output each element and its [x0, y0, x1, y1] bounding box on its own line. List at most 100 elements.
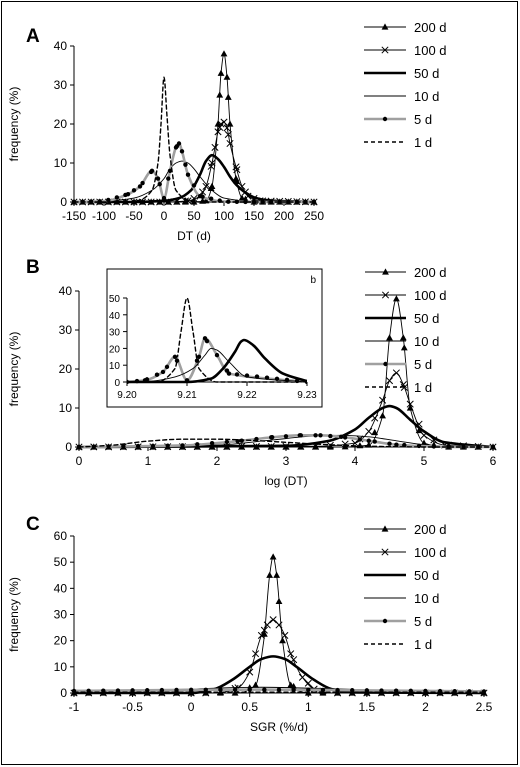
panel-b-inset-series-10d [127, 347, 307, 383]
panel-b-y-axis-label: frequency (%) [7, 332, 21, 407]
panel-a-point-5d-dot-marker [106, 197, 111, 203]
panel-b-y-tick-label: 10 [59, 401, 73, 415]
panel-a-line-50d [72, 153, 316, 204]
panel-a-series-50d [72, 153, 316, 204]
panel-b-legend-cross-marker [381, 291, 390, 299]
panel-a-y-tick-label: 10 [54, 156, 68, 170]
panel-b-inset-series-1d [127, 297, 307, 383]
panel-a-point-5d-dot-marker [176, 141, 182, 146]
panel-c-x-tick-label: 1.5 [359, 700, 376, 714]
panel-b-point-100d-cross-marker [385, 377, 394, 385]
panel-b-x-axis-label: log (DT) [264, 474, 307, 488]
panel-c-point-5d-dot-marker [306, 687, 311, 693]
panel-a-x-tick-label: 150 [244, 209, 264, 223]
panel-b-inset-point-5d-dot-marker [172, 354, 178, 359]
panel-a: A 0 10 20 30 40 -150 -100 -50 0 50 100 150 200 250 DT (… [7, 20, 447, 243]
panel-a-y-axis-label: frequency (%) [7, 87, 21, 162]
panel-a-x-tick-label: 200 [274, 209, 294, 223]
panel-a-y-tick-label: 40 [54, 39, 68, 53]
panel-b-point-100d-cross-marker [379, 396, 387, 404]
panel-b-point-5d-dot-marker [372, 439, 377, 444]
panel-b-point-5d-dot-marker [387, 441, 392, 446]
panel-a-legend-triangle-marker [381, 23, 389, 30]
panel-a-line-5d [72, 142, 316, 204]
panel-b-y-tick-label: 20 [59, 362, 73, 376]
panel-a-point-100d-cross-marker [202, 182, 210, 190]
panel-a-point-5d-dot-marker [137, 184, 143, 189]
panel-b-inset: b 0 10 20 30 40 50 9.20 9.21 9.22 9.23 [106, 268, 323, 408]
panel-c-point-200d-triangle-marker [266, 571, 274, 578]
panel-b-point-200d-triangle-marker [371, 428, 379, 436]
panel-b-inset-line-10d [127, 347, 307, 383]
panel-c-x-tick-label: 0.5 [241, 700, 258, 714]
panel-c-point-100d-cross-marker [304, 679, 312, 687]
panel-c-legend-label: 10 d [414, 591, 439, 606]
panel-a-letter: A [26, 26, 40, 47]
panel-c-axes: 0 10 20 30 40 50 60 -1 -0.5 0 0.5 1 1.5 2 2.5 [54, 529, 493, 714]
panel-c-point-5d-dot-marker [145, 688, 150, 693]
panel-c-y-tick-label: 0 [60, 686, 67, 700]
panel-b-point-5d-dot-marker [446, 444, 451, 449]
panel-a-legend-label: 100 d [414, 43, 447, 58]
panel-a-legend-cross-marker [381, 46, 389, 54]
panel-c-y-tick-label: 60 [54, 529, 68, 543]
panel-b-point-5d-dot-marker [224, 439, 230, 445]
panel-c-y-axis-label: frequency (%) [7, 577, 21, 652]
panel-b-line-5d [77, 433, 495, 449]
panel-a-line-10d [73, 160, 315, 203]
panel-b-series-50d [77, 404, 495, 449]
panel-a-point-100d-cross-marker [223, 124, 231, 132]
panel-a-series-200d [70, 50, 318, 205]
panel-c-y-tick-label: 10 [54, 660, 68, 674]
panel-a-point-200d-triangle-marker [223, 73, 231, 80]
panel-b-y-tick-label: 40 [59, 284, 73, 298]
panel-a-point-200d-triangle-marker [208, 182, 216, 189]
panel-c-y-tick-label: 20 [54, 634, 68, 648]
panel-b-point-200d-triangle-marker [356, 442, 364, 449]
panel-c-point-100d-cross-marker [287, 650, 295, 658]
panel-a-y-tick-label: 0 [60, 195, 67, 209]
panel-a-y-tick-label: 20 [54, 117, 68, 131]
panel-a-point-100d-cross-marker [226, 139, 234, 148]
panel-a-x-tick-label: -150 [62, 209, 86, 223]
panel-b-inset-series-50d [127, 338, 307, 384]
panel-c-y-tick-label: 40 [54, 581, 68, 595]
panel-a-point-5d-dot-marker [155, 176, 161, 181]
panel-b-legend-label: 50 d [414, 311, 439, 326]
panel-a-legend-item: 50 d [364, 66, 439, 81]
panel-b-inset-box [106, 268, 323, 408]
panel-b-inset-line-1d [127, 297, 307, 383]
panel-a-point-100d-cross-marker [208, 159, 216, 167]
panel-a-x-tick-label: 0 [161, 209, 168, 223]
panel-b-point-5d-dot-marker [180, 443, 185, 448]
panel-a-point-5d-dot-marker [243, 199, 248, 205]
panel-a-point-5d-dot-marker [131, 188, 137, 193]
panel-a-series-100d [70, 118, 318, 206]
panel-c-point-200d-triangle-marker [287, 681, 295, 688]
panel-c-letter: C [26, 514, 40, 535]
panel-b-inset-x-tick-label: 9.22 [237, 390, 257, 401]
panel-b-legend-label: 10 d [414, 334, 439, 349]
panel-c-series-group [70, 553, 488, 697]
panel-b-legend-triangle-marker [382, 268, 389, 275]
panel-b-point-100d-cross-marker [406, 400, 414, 408]
panel-b-inset-point-5d-dot-marker [234, 372, 240, 377]
panel-b-inset-y-tick-label: 50 [109, 294, 121, 305]
panel-a-series-1d [73, 76, 315, 203]
panel-b-point-5d-dot-marker [150, 443, 156, 449]
panel-a-line-200d [73, 53, 315, 203]
panel-c-point-5d-dot-marker [364, 688, 370, 693]
panel-c-legend-label: 200 d [414, 522, 447, 537]
panel-b-legend-item: 1 d [365, 380, 432, 395]
panel-a-point-5d-dot-marker [114, 195, 120, 200]
panel-b-x-tick-label: 1 [145, 454, 152, 468]
panel-b-inset-y-tick-label: 30 [109, 328, 121, 339]
panel-c-point-5d-dot-marker [218, 687, 223, 692]
panel-b-point-5d-dot-marker [283, 434, 289, 439]
panel-c-legend-item: 100 d [364, 545, 447, 560]
panel-a-legend-item: 200 d [364, 20, 447, 35]
panel-c-point-200d-triangle-marker [275, 597, 283, 605]
panel-b-x-tick-label: 0 [76, 454, 83, 468]
panel-b-inset-x-tick-label: 9.20 [117, 390, 137, 401]
